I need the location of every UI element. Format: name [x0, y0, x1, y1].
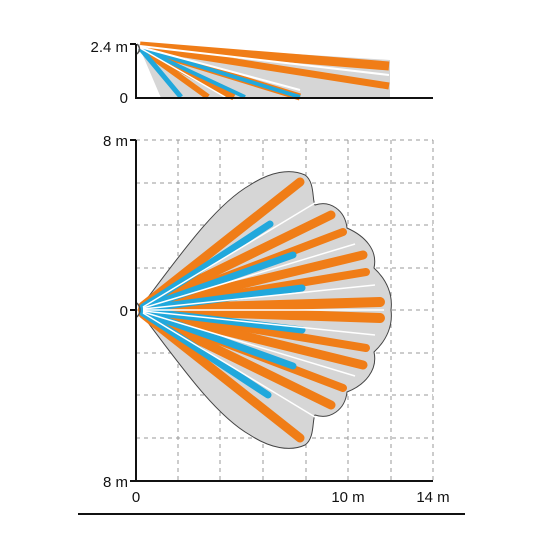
long-zone-beam [138, 177, 305, 311]
top-sensor-icon [136, 302, 141, 318]
side-beam-short [139, 46, 301, 99]
side-zero-label: 0 [120, 90, 128, 107]
top-view: 8 m 0 8 m 0 10 m 14 m [103, 133, 450, 506]
top-y-label-top: 8 m [103, 133, 128, 150]
side-beam-long [139, 41, 390, 71]
side-beam-short [138, 46, 183, 99]
beam-separator [142, 284, 376, 310]
long-zone-beam [138, 308, 336, 410]
beam-separator [142, 311, 356, 377]
short-range-zones [139, 220, 306, 399]
side-beam-short [139, 46, 246, 99]
top-x-label-zero: 0 [132, 489, 140, 506]
side-beam-separator [139, 45, 390, 76]
side-sensor-icon [136, 43, 141, 55]
side-axis [135, 44, 433, 99]
short-zone-beam [139, 308, 297, 370]
long-zone-beam [138, 210, 336, 312]
long-zone-beam [138, 306, 368, 370]
short-zone-beam [139, 284, 306, 313]
top-y-label-bottom: 8 m [103, 474, 128, 491]
side-beam-separator [139, 46, 301, 91]
beam-separator [142, 243, 356, 309]
long-zone-beam [138, 309, 305, 443]
side-height-label: 2.4 m [90, 39, 128, 56]
short-zone-beam [139, 220, 274, 311]
beam-separator [142, 199, 321, 308]
side-beam-long [138, 45, 210, 100]
beam-separator [142, 312, 321, 421]
beam-separators [142, 199, 384, 421]
beam-separator [142, 310, 376, 336]
top-x-label-end: 14 m [416, 489, 449, 506]
side-beam-long [139, 43, 390, 90]
top-y-label-mid: 0 [120, 303, 128, 320]
top-x-label-mid: 10 m [331, 489, 364, 506]
long-zone-beam [138, 305, 385, 323]
side-view: 2.4 m 0 [90, 39, 433, 107]
short-zone-beam [139, 251, 297, 312]
side-beam-separator [139, 47, 226, 98]
short-zone-beam [139, 309, 272, 399]
